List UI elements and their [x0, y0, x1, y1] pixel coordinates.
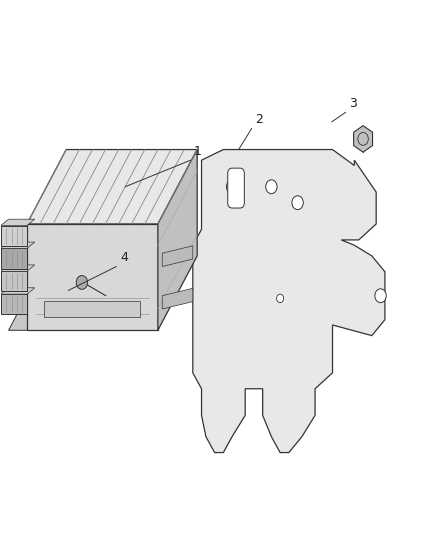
- Circle shape: [277, 294, 284, 303]
- Polygon shape: [1, 271, 27, 292]
- Circle shape: [375, 289, 386, 303]
- Polygon shape: [1, 225, 27, 246]
- Polygon shape: [353, 126, 373, 152]
- Text: 2: 2: [255, 112, 263, 126]
- Polygon shape: [1, 288, 35, 294]
- Polygon shape: [158, 150, 197, 330]
- Polygon shape: [1, 242, 35, 248]
- Polygon shape: [1, 294, 27, 314]
- Polygon shape: [1, 219, 35, 225]
- Polygon shape: [162, 246, 193, 266]
- Polygon shape: [1, 248, 27, 269]
- Polygon shape: [193, 150, 385, 453]
- Polygon shape: [162, 288, 193, 309]
- Text: 3: 3: [349, 96, 357, 110]
- Circle shape: [226, 180, 238, 193]
- Text: 4: 4: [120, 251, 128, 264]
- Polygon shape: [1, 265, 35, 271]
- Polygon shape: [27, 224, 158, 330]
- Circle shape: [292, 196, 303, 209]
- Circle shape: [266, 180, 277, 193]
- FancyBboxPatch shape: [228, 168, 244, 208]
- Text: 1: 1: [194, 144, 202, 158]
- Polygon shape: [9, 256, 66, 330]
- Circle shape: [76, 276, 88, 289]
- Polygon shape: [27, 150, 197, 224]
- Polygon shape: [44, 301, 141, 317]
